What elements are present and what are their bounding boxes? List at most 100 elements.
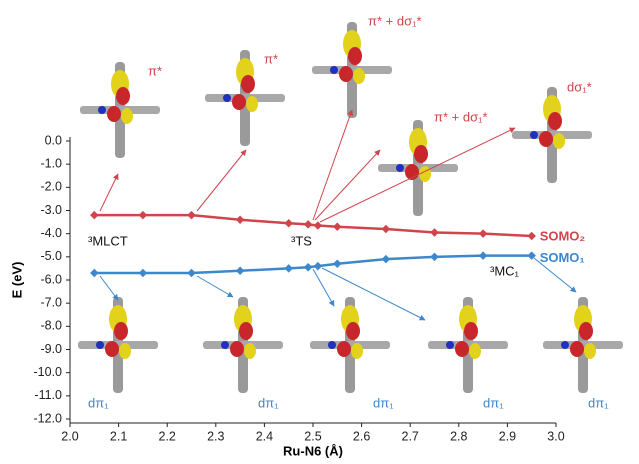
x-tick-label: 3.0	[547, 429, 564, 443]
y-tick-label: -11.0	[34, 388, 62, 402]
y-tick-label: -8.0	[40, 319, 62, 333]
orbital-lobe	[116, 87, 130, 105]
orbital-label: dπ₁	[258, 395, 279, 410]
orbital-lobe	[539, 131, 553, 147]
orbital-label: dπ₁	[588, 395, 609, 410]
state-label: ³MC₁	[490, 263, 520, 278]
x-tick-label: 2.1	[110, 429, 127, 443]
point	[235, 266, 245, 275]
y-tick-label: -2.0	[40, 180, 62, 194]
y-tick-label: 0.0	[45, 133, 62, 147]
molecule-images	[78, 22, 623, 393]
y-tick-label: -1.0	[40, 156, 62, 170]
orbital-lobe	[469, 343, 481, 359]
x-tick-label: 2.8	[450, 429, 467, 443]
point	[478, 251, 488, 260]
orbital-lobe	[553, 133, 565, 149]
orbital-label: π*	[264, 51, 278, 66]
point	[187, 268, 196, 278]
orbital-label: dπ₁	[483, 395, 504, 410]
orbital-lobe	[351, 343, 363, 359]
x-tick-label: 2.5	[304, 429, 321, 443]
x-tick-label: 2.3	[207, 429, 224, 443]
state-label: ³TS	[291, 233, 312, 248]
point	[284, 264, 293, 273]
orbital-lobe	[105, 341, 119, 357]
point	[430, 252, 439, 262]
orbital-lobe	[570, 341, 584, 357]
state-label: ³MLCT	[88, 233, 128, 248]
orbital-lobe	[579, 322, 593, 340]
point	[138, 210, 148, 220]
point	[138, 268, 148, 278]
point	[430, 228, 439, 237]
orbital-lobe	[419, 166, 431, 182]
x-tick-label: 2.7	[402, 429, 419, 443]
atom	[98, 106, 106, 114]
orbital-lobe	[244, 343, 256, 359]
atom	[223, 94, 231, 102]
orbital-label: dσ₁*	[567, 79, 592, 94]
orbital-lobe	[339, 66, 353, 82]
point	[90, 268, 99, 278]
y-tick-label: -9.0	[40, 342, 62, 356]
atom	[96, 341, 104, 349]
point	[303, 263, 313, 272]
y-axis-title: E (eV)	[9, 262, 24, 299]
point	[381, 224, 391, 234]
atom	[530, 131, 538, 139]
legend-label: SOMO₁	[540, 250, 585, 265]
y-tick-label: -6.0	[40, 272, 62, 286]
atom	[221, 341, 229, 349]
y-tick-label: -4.0	[40, 226, 62, 240]
arrows	[99, 109, 577, 321]
orbital-label: π* + dσ₁*	[434, 109, 488, 124]
orbital-label: dπ₁	[373, 395, 394, 410]
orbital-lobe	[348, 47, 362, 65]
orbital-lobe	[239, 322, 253, 340]
point	[313, 261, 323, 271]
y-tick-label: -12.0	[34, 411, 63, 425]
point	[313, 221, 323, 230]
y-tick-label: -5.0	[40, 249, 62, 263]
point	[235, 215, 245, 225]
x-tick-label: 2.9	[499, 429, 516, 443]
point	[303, 220, 313, 229]
atom	[396, 164, 404, 172]
orbital-lobe	[107, 106, 121, 122]
orbital-lobe	[230, 341, 244, 357]
point	[284, 218, 293, 228]
orbital-label: π* + dσ₁*	[368, 13, 422, 28]
atom	[328, 341, 336, 349]
point	[381, 254, 391, 264]
x-tick-label: 2.6	[353, 429, 370, 443]
y-tick-label: -7.0	[40, 295, 62, 309]
orbital-lobe	[232, 94, 246, 110]
orbital-lobe	[119, 343, 131, 359]
point	[90, 210, 99, 220]
orbital-lobe	[337, 341, 351, 357]
point	[187, 210, 196, 220]
orbital-lobe	[548, 112, 562, 130]
atom	[561, 341, 569, 349]
point	[333, 222, 342, 231]
orbital-lobe	[246, 96, 258, 112]
y-tick-label: -10.0	[34, 365, 63, 379]
legend-label: SOMO₂	[540, 228, 586, 243]
orbital-lobe	[114, 322, 128, 340]
orbital-lobe	[414, 145, 428, 163]
point	[333, 259, 342, 269]
atom	[330, 66, 338, 74]
orbital-lobe	[455, 341, 469, 357]
x-axis-title: Ru-N6 (Å)	[283, 443, 343, 458]
orbital-lobe	[584, 343, 596, 359]
x-tick-label: 2.0	[61, 429, 78, 443]
orbital-lobe	[346, 322, 360, 340]
atom	[446, 341, 454, 349]
series-line	[94, 213, 532, 238]
orbital-lobe	[464, 322, 478, 340]
orbital-label: π*	[148, 63, 162, 78]
series-line	[94, 254, 532, 275]
orbital-lobe	[241, 75, 255, 93]
orbital-lobe	[121, 108, 133, 124]
